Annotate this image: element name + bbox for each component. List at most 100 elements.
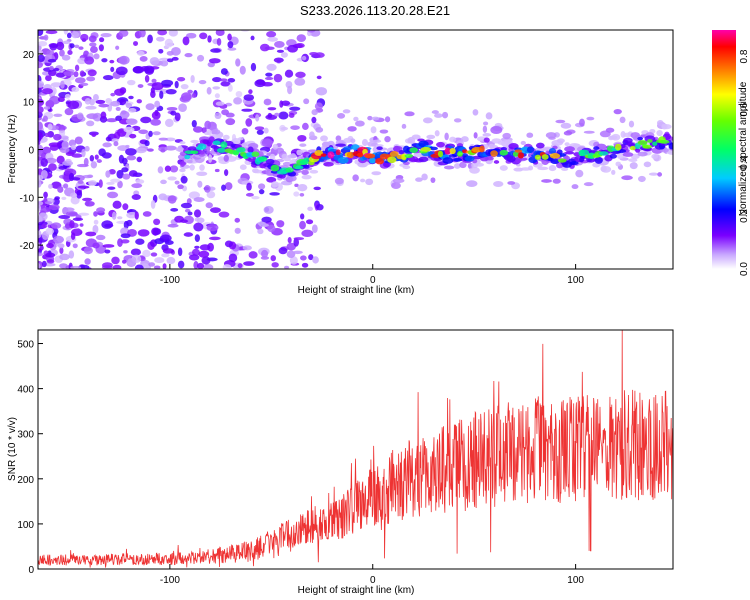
spectrogram-blob [638,175,646,183]
spectrogram-blob [303,98,310,105]
spectrogram-blob [164,118,174,128]
spectrogram-blob [360,178,366,183]
snr-panel: -100 0 100 0 100 200 300 400 500 Height of stra… [7,329,674,596]
spectrogram-blob [128,170,138,177]
spectrogram-blob [290,153,297,159]
spectrogram-blob [449,147,456,155]
spectrogram-blob [110,66,115,73]
spectrogram-blob [71,153,83,158]
spectrogram-blob [264,76,274,81]
spectrogram-blob [137,229,150,237]
spectrogram-blob [415,177,423,182]
spectrogram-blob [327,151,335,159]
spectrogram-blob [444,132,449,141]
spectrogram-blob [57,96,65,102]
spectrogram-blob [152,131,161,136]
spectrogram-blob [272,143,279,150]
spectrogram-blob [337,112,346,119]
spectrogram-blob [166,256,176,265]
spectrogram-blob [615,161,622,167]
spectrogram-blob [77,180,84,185]
x-tick-label: -100 [160,275,180,286]
spectrogram-blob [114,88,125,96]
spectrogram-blob [611,169,616,175]
y-tick-label: 400 [17,385,34,396]
spectrogram-blob [278,111,289,120]
spectrogram-blob [196,217,205,224]
spectrogram-blob [231,138,241,145]
spectrogram-blob [93,53,100,60]
spectrogram-blob [59,253,70,261]
spectrogram-blob [78,212,90,216]
spectrogram-blob [83,246,93,255]
spectrogram-blob [38,149,45,156]
spectrogram-blob [227,41,234,49]
spectrogram-blob [67,100,80,110]
spectrogram-blob [629,145,636,151]
spectrogram-blob [327,140,335,147]
spectrogram-blob [94,154,99,160]
spectrogram-blob [170,110,177,116]
spectrogram-blob [313,186,321,191]
spectrogram-blob [235,90,243,98]
spectrogram-blob [593,146,600,151]
spectrogram-blob [564,146,575,153]
spectrogram-blob [276,49,285,53]
spectrogram-blob [119,98,127,105]
spectrogram-blob [479,145,485,153]
spectrogram-blob [126,118,138,125]
spectrogram-blob [126,155,137,161]
spectrogram-blob [192,126,204,133]
spectrogram-blob [51,222,62,229]
spectrogram-blob [334,177,344,185]
spectrogram-blob [206,223,219,232]
spectrogram-blob [557,158,567,163]
spectrogram-blob [356,152,364,158]
spectrogram-blob [198,80,207,85]
spectrogram-blob [38,30,44,37]
spectrogram-blob [594,156,603,164]
spectrogram-blob [312,256,319,264]
spectrogram-blob [287,85,293,95]
spectrogram-blob [142,211,152,217]
spectrogram-blob [92,224,99,234]
colorbar-tick-label: 0.0 [739,262,750,276]
spectrogram-blob [379,129,389,134]
spectrogram-blob [46,242,54,249]
spectrogram-blob [47,58,57,63]
spectrogram-blob [473,132,478,139]
spectrogram-x-axis-label: Height of straight line (km) [298,285,415,296]
x-tick-label: 100 [567,275,584,286]
spectrogram-blob [63,71,75,77]
spectrogram-blob [270,164,280,172]
spectrogram-blob [221,184,226,191]
spectrogram-blob [587,152,596,159]
spectrogram-blob [136,99,142,104]
spectrogram-blob [456,150,463,157]
spectrogram-blob [392,178,405,184]
spectrogram-blob [287,237,292,244]
y-tick-label: 500 [17,340,34,351]
spectrogram-blob [411,134,421,140]
spectrogram-blob [485,112,493,120]
spectrogram-blob [426,134,436,140]
spectrogram-blob [261,82,273,87]
spectrogram-blob [620,144,626,149]
spectrogram-blob [180,84,189,90]
spectrogram-blob [209,207,221,213]
spectrogram-blob [453,118,462,123]
spectrogram-blob [207,154,213,163]
spectrogram-blob [79,223,84,227]
spectrogram-blob [79,82,89,86]
spectrogram-blob [225,112,235,118]
spectrogram-blob [73,71,79,78]
spectrogram-blob [112,200,122,209]
spectrogram-blob [38,242,41,249]
spectrogram-blob [104,249,111,254]
spectrogram-blob [208,236,221,241]
y-tick-label: 20 [23,50,35,61]
spectrogram-blob [600,166,612,173]
spectrogram-blob [190,150,199,155]
spectrogram-blob [653,154,662,162]
spectrogram-blob [89,46,98,53]
